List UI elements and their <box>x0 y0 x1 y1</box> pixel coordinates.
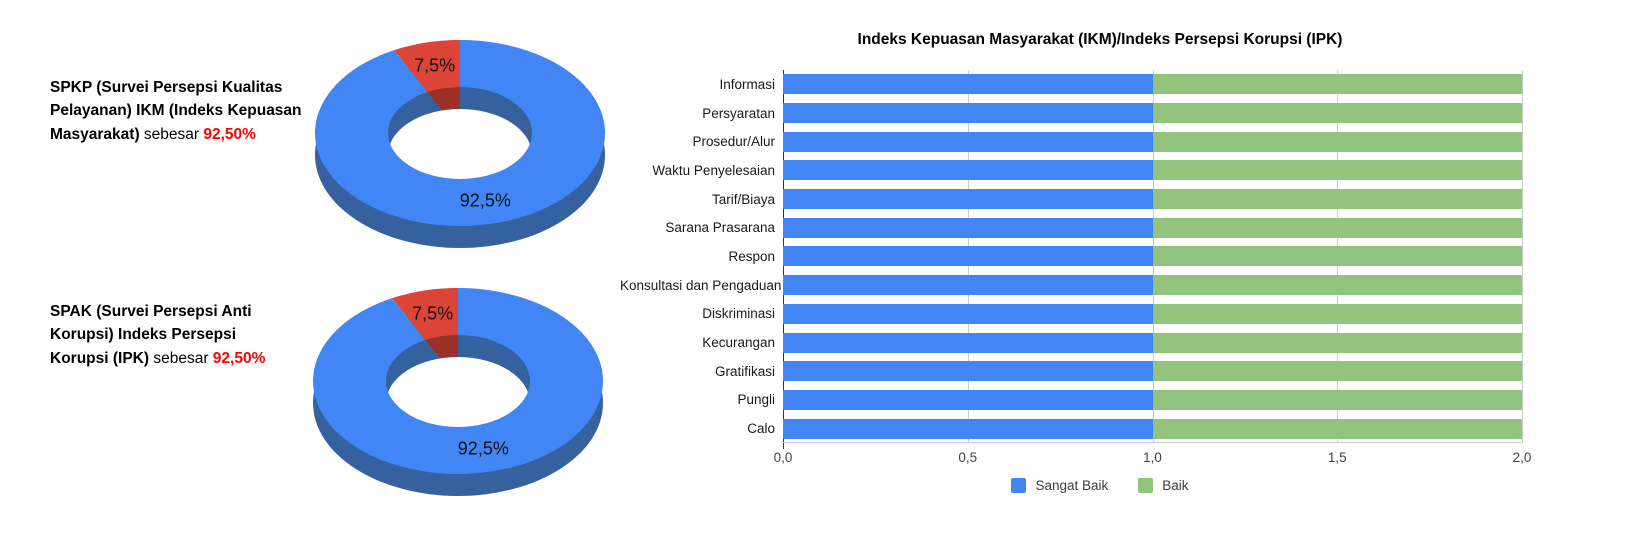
gridline <box>1522 70 1523 443</box>
legend-swatch <box>1011 478 1027 493</box>
bar-row: Calo <box>620 414 1580 443</box>
bar-track <box>783 189 1522 210</box>
bar-row: Konsultasi dan Pengaduan <box>620 271 1580 300</box>
category-label: Diskriminasi <box>702 306 775 322</box>
legend-item-sangat-baik[interactable]: Sangat Baik <box>1011 478 1108 493</box>
bar-track <box>783 160 1522 181</box>
bar-segment-sangat-baik[interactable] <box>783 275 1153 296</box>
bar-track <box>783 361 1522 382</box>
bar-segment-sangat-baik[interactable] <box>783 361 1153 382</box>
pie-slice-label: 7,5% <box>414 55 455 75</box>
x-axis-tick-label: 1,0 <box>1143 450 1162 465</box>
bar-track <box>783 275 1522 296</box>
bar-segment-baik[interactable] <box>1152 103 1522 124</box>
bar-track <box>783 74 1522 95</box>
bar-row: Waktu Penyelesaian <box>620 156 1580 185</box>
x-axis-tick-label: 2,0 <box>1512 450 1532 465</box>
bar-segment-sangat-baik[interactable] <box>783 303 1153 324</box>
bar-track <box>783 103 1522 124</box>
bar-row: Respon <box>620 242 1580 271</box>
bar-segment-baik[interactable] <box>1152 246 1522 267</box>
bar-row: Informasi <box>620 70 1580 99</box>
bar-segment-baik[interactable] <box>1152 275 1522 296</box>
x-axis-line <box>783 442 1522 443</box>
bar-track <box>783 246 1522 267</box>
bar-row: Pungli <box>620 386 1580 415</box>
bar-segment-baik[interactable] <box>1152 160 1522 181</box>
bar-row: Diskriminasi <box>620 300 1580 329</box>
bar-segment-baik[interactable] <box>1152 189 1522 210</box>
bar-segment-baik[interactable] <box>1152 332 1522 353</box>
category-label: Persyaratan <box>702 105 775 121</box>
bar-row: Tarif/Biaya <box>620 185 1580 214</box>
bar-segment-sangat-baik[interactable] <box>783 74 1153 95</box>
chart-title: Indeks Kepuasan Masyarakat (IKM)/Indeks … <box>857 31 1343 48</box>
bar-track <box>783 389 1522 410</box>
pie-slice-label: 7,5% <box>412 303 453 323</box>
x-axis-tick-label: 0,0 <box>773 450 793 465</box>
legend-item-baik[interactable]: Baik <box>1138 478 1189 493</box>
x-axis-tick-label: 1,5 <box>1327 450 1347 465</box>
bar-segment-baik[interactable] <box>1152 74 1522 95</box>
spkp-donut-chart: 92,5% 7,5% <box>305 18 615 258</box>
bar-segment-baik[interactable] <box>1152 131 1522 152</box>
spak-stat-bold: SPAK (Survei Persepsi Anti Korupsi) Inde… <box>50 303 252 367</box>
category-label: Waktu Penyelesaian <box>652 162 775 178</box>
x-axis: 0,0 0,5 1,0 1,5 2,0 <box>774 443 1532 469</box>
bar-segment-sangat-baik[interactable] <box>783 332 1153 353</box>
bar-segment-baik[interactable] <box>1152 361 1522 382</box>
category-label: Prosedur/Alur <box>692 134 775 150</box>
bar-segment-sangat-baik[interactable] <box>783 418 1153 439</box>
chart-legend: Sangat Baik Baik <box>620 478 1580 493</box>
bar-segment-sangat-baik[interactable] <box>783 131 1153 152</box>
spak-stat-text: SPAK (Survei Persepsi Anti Korupsi) Inde… <box>50 300 290 370</box>
bar-segment-baik[interactable] <box>1152 303 1522 324</box>
bar-track <box>783 418 1522 439</box>
bar-track <box>783 332 1522 353</box>
bar-segment-baik[interactable] <box>1152 418 1522 439</box>
category-label: Tarif/Biaya <box>711 191 775 207</box>
bar-segment-baik[interactable] <box>1152 217 1522 238</box>
pie-slice-label: 92,5% <box>460 191 511 211</box>
spkp-stat-text: SPKP (Survei Persepsi Kualitas Pelayanan… <box>50 76 302 146</box>
spak-stat-value: 92,50% <box>212 349 266 367</box>
category-label: Respon <box>728 248 775 264</box>
spak-stat-normal: sebesar <box>149 349 213 367</box>
spak-donut-chart: 92,5% 7,5% <box>303 266 613 506</box>
bar-segment-sangat-baik[interactable] <box>783 246 1153 267</box>
legend-label: Baik <box>1162 478 1189 493</box>
bar-segment-sangat-baik[interactable] <box>783 160 1153 181</box>
bar-segment-sangat-baik[interactable] <box>783 103 1153 124</box>
bar-segment-baik[interactable] <box>1152 389 1522 410</box>
spkp-stat-normal: sebesar <box>139 125 204 143</box>
bar-row: Sarana Prasarana <box>620 213 1580 242</box>
category-label: Sarana Prasarana <box>665 220 775 236</box>
bar-chart-plot-area: Informasi Persyaratan Prosedur/Alur Waktu P… <box>620 70 1580 449</box>
bar-row: Kecurangan <box>620 328 1580 357</box>
bar-track <box>783 217 1522 238</box>
bar-segment-sangat-baik[interactable] <box>783 217 1153 238</box>
ikm-ipk-bar-chart: Indeks Kepuasan Masyarakat (IKM)/Indeks … <box>620 30 1580 493</box>
category-label: Pungli <box>737 392 775 408</box>
category-label: Gratifikasi <box>714 363 775 379</box>
category-label: Kecurangan <box>702 335 775 351</box>
bar-track <box>783 131 1522 152</box>
bar-segment-sangat-baik[interactable] <box>783 389 1153 410</box>
legend-swatch <box>1138 478 1154 493</box>
x-axis-tick-label: 0,5 <box>958 450 978 465</box>
bar-row: Persyaratan <box>620 99 1580 128</box>
category-label: Informasi <box>719 76 775 92</box>
spkp-stat-bold: SPKP (Survei Persepsi Kualitas Pelayanan… <box>50 79 302 143</box>
category-label: Calo <box>747 421 775 437</box>
pie-slice-label: 92,5% <box>458 439 509 459</box>
bar-row: Gratifikasi <box>620 357 1580 386</box>
category-label: Konsultasi dan Pengaduan <box>620 277 782 293</box>
bar-track <box>783 303 1522 324</box>
bar-row: Prosedur/Alur <box>620 127 1580 156</box>
legend-label: Sangat Baik <box>1035 478 1109 493</box>
bar-segment-sangat-baik[interactable] <box>783 189 1153 210</box>
spkp-stat-value: 92,50% <box>203 125 256 143</box>
